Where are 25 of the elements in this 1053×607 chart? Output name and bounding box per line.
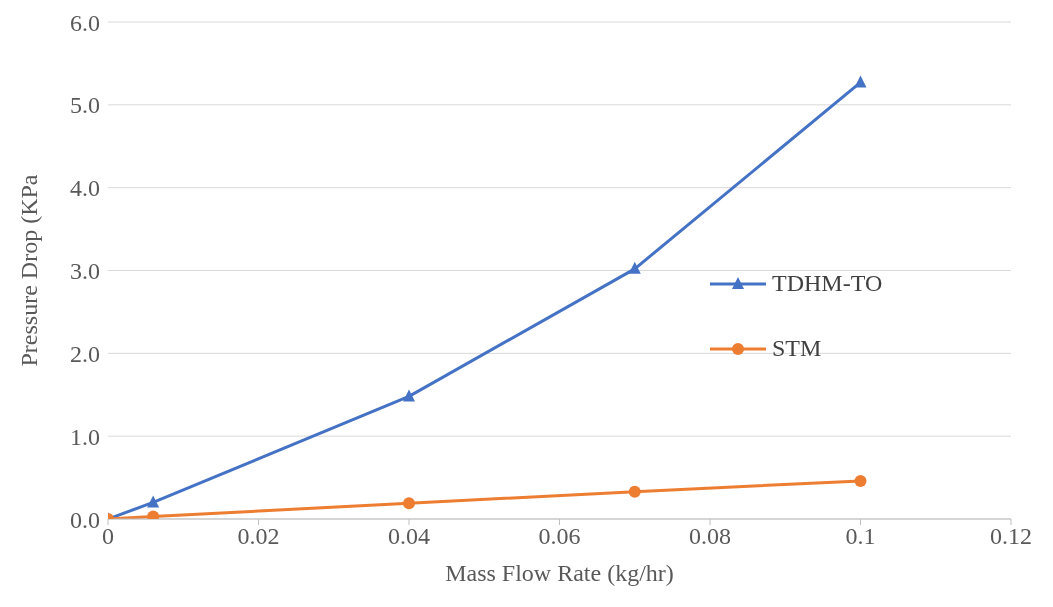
x-tick-label: 0.1	[845, 523, 876, 550]
point	[854, 474, 867, 487]
y-axis-title: Pressure Drop (KPa	[15, 174, 42, 367]
y-tick-label: 4.0	[70, 175, 100, 202]
y-tick-label: 1.0	[70, 423, 100, 450]
y-tick-label: 2.0	[70, 340, 100, 367]
x-tick-label: 0.08	[689, 523, 731, 550]
point	[147, 495, 160, 508]
x-tick-label: 0.04	[388, 523, 430, 550]
x-tick-label: 0.02	[237, 523, 280, 550]
legend-label: TDHM-TO	[772, 270, 883, 297]
y-tick-label: 5.0	[70, 92, 100, 119]
y-tick-label: 3.0	[70, 258, 100, 285]
y-tick-label: 6.0	[70, 9, 100, 36]
y-tick-label: 0.0	[70, 506, 100, 533]
point	[403, 497, 415, 510]
x-axis-title: Mass Flow Rate (kg/hr)	[445, 560, 674, 586]
x-tick-label: 0.12	[990, 523, 1032, 550]
point	[854, 75, 867, 88]
x-tick-label: 0.06	[538, 523, 581, 550]
legend-label: STM	[772, 335, 822, 362]
point	[628, 485, 641, 498]
x-tick-label: 0	[102, 523, 114, 550]
point	[628, 261, 641, 274]
point	[403, 389, 415, 402]
